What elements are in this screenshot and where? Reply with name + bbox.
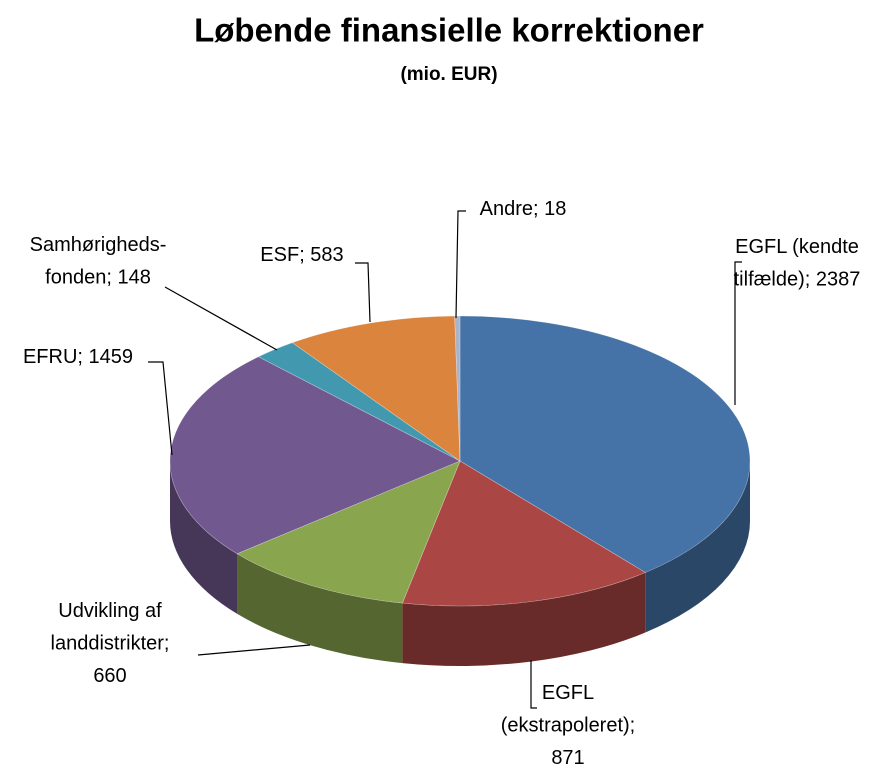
data-label-line: (ekstrapoleret); — [501, 715, 636, 737]
data-label: Udvikling af landdistrikter; 660 — [51, 600, 170, 687]
slice-side — [237, 553, 403, 664]
leader-line — [734, 261, 742, 405]
chart-title: Løbende finansielle korrektioner — [194, 12, 704, 49]
data-label: Andre; 18 — [480, 198, 567, 220]
slice — [454, 315, 461, 462]
slice-side — [170, 461, 238, 614]
slice — [401, 460, 647, 607]
data-label-line: landdistrikter; — [51, 633, 170, 655]
leader-line — [530, 660, 537, 709]
slice — [236, 460, 461, 604]
data-label: EGFL (kendte tilfælde); 2387 — [734, 236, 861, 291]
data-label-line: Samhørigheds- — [30, 234, 167, 256]
data-label-line: 871 — [551, 747, 584, 769]
data-label-line: fonden; 148 — [45, 267, 151, 289]
data-label-line: EGFL (kendte — [735, 236, 859, 258]
leader-line — [355, 262, 371, 323]
data-label-line: Udvikling af — [58, 600, 162, 622]
data-label-line: ESF; 583 — [260, 244, 343, 266]
leader-line — [164, 286, 278, 351]
slice-side — [402, 572, 646, 666]
leader-line — [148, 361, 173, 456]
slice — [459, 315, 751, 573]
slice — [291, 315, 461, 462]
slice — [169, 356, 461, 555]
leader-line — [455, 210, 466, 319]
data-label: Samhørigheds-fonden; 148 — [30, 234, 167, 289]
data-label: EGFL (ekstrapoleret); 871 — [501, 682, 636, 769]
data-label-line: Andre; 18 — [480, 198, 567, 220]
leader-line — [197, 644, 311, 656]
slice-side — [645, 461, 750, 633]
data-label-line: 660 — [93, 665, 126, 687]
data-label: ESF; 583 — [260, 244, 343, 266]
chart-subtitle: (mio. EUR) — [400, 64, 497, 85]
data-label-line: tilfælde); 2387 — [734, 269, 861, 291]
data-label: EFRU; 1459 — [23, 346, 133, 368]
data-label-line: EFRU; 1459 — [23, 346, 133, 368]
data-label-line: EGFL — [542, 682, 594, 704]
